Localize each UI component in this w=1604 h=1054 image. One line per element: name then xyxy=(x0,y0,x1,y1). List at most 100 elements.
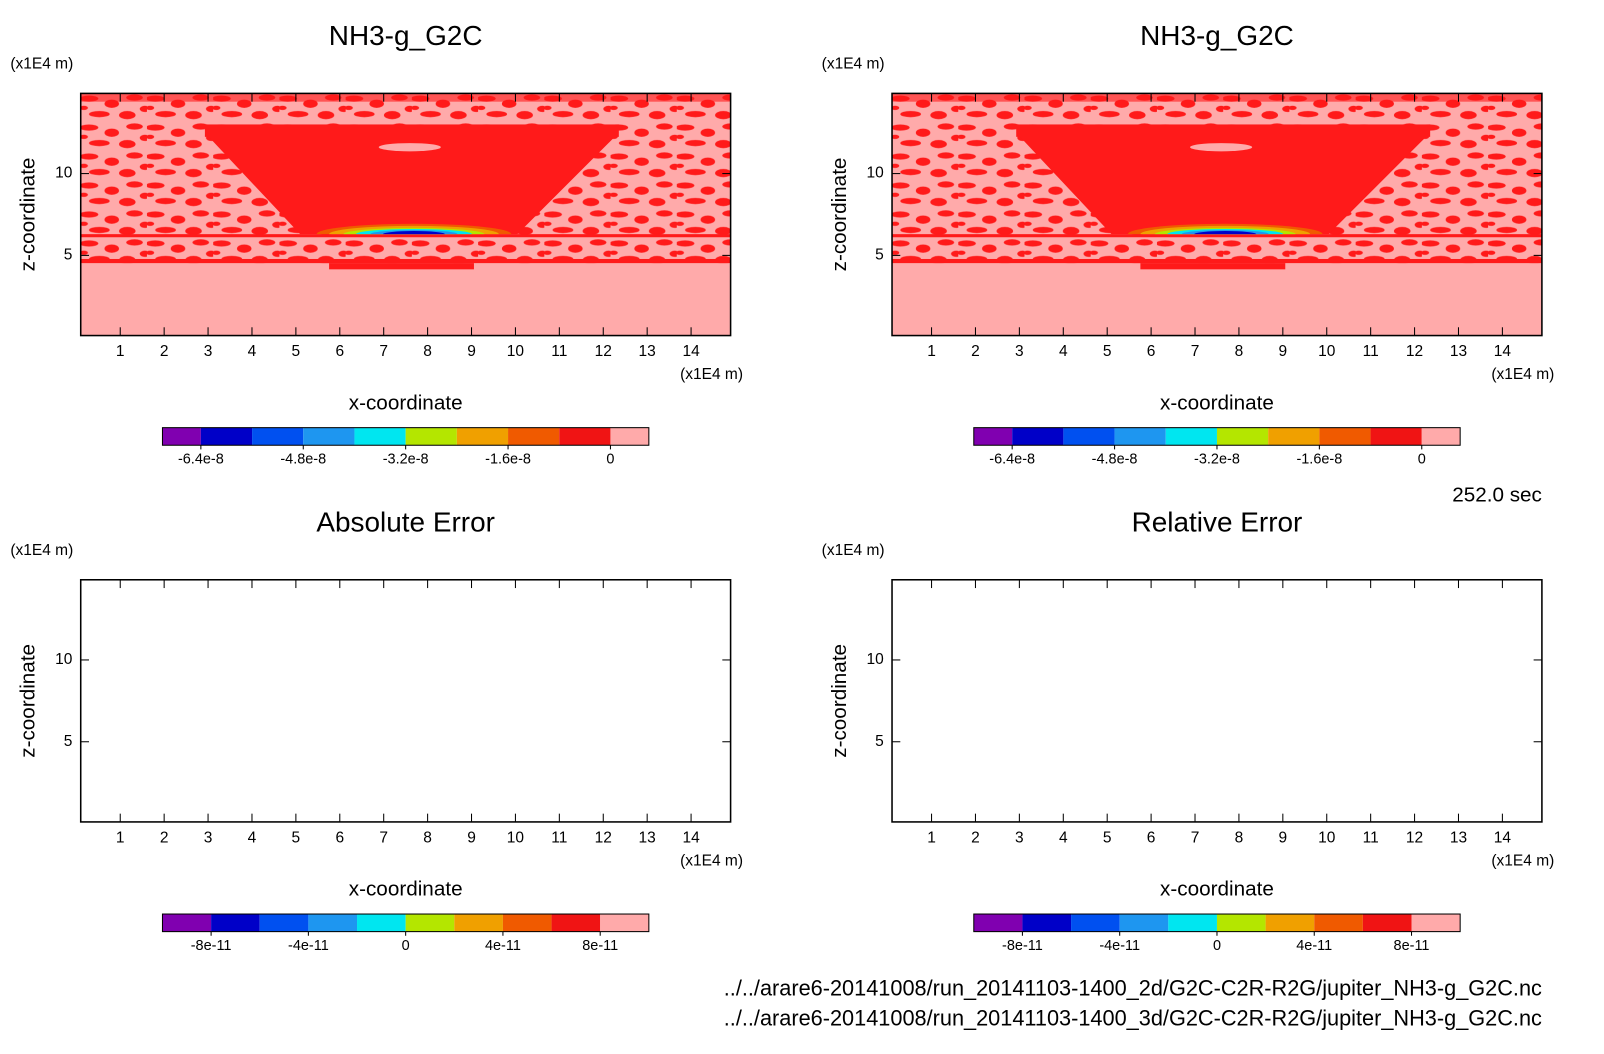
time-label: 252.0 sec xyxy=(1452,483,1542,506)
x-tick-label: 7 xyxy=(1191,830,1200,847)
colorbar-segment xyxy=(259,914,309,932)
colorbar-segment xyxy=(454,914,503,932)
chart-title: NH3-g_G2C xyxy=(1140,20,1294,51)
x-tick-label: 3 xyxy=(1015,830,1024,847)
x-tick-label: 10 xyxy=(1318,343,1336,360)
x-tick-label: 5 xyxy=(1103,830,1112,847)
x-tick-label: 1 xyxy=(116,343,125,360)
x-tick-label: 14 xyxy=(1494,830,1512,847)
x-tick-label: 1 xyxy=(927,830,936,847)
y-tick-label: 10 xyxy=(55,165,73,182)
x-tick-label: 12 xyxy=(1406,830,1423,847)
x-tick-label: 14 xyxy=(682,343,700,360)
y-tick-label: 5 xyxy=(875,246,884,263)
colorbar-segment xyxy=(1370,427,1422,446)
x-tick-label: 4 xyxy=(1059,343,1068,360)
x-tick-label: 7 xyxy=(379,343,388,360)
colorbar-tick-label: -6.4e-8 xyxy=(178,452,224,468)
x-unit-label: (x1E4 m) xyxy=(1491,366,1554,383)
colorbar-segment xyxy=(1362,914,1412,932)
plot-frame xyxy=(79,92,732,337)
colorbar-segment xyxy=(162,914,212,932)
colorbar-segment xyxy=(456,427,509,446)
x-tick-label: 13 xyxy=(1450,343,1467,360)
colorbar-tick-label: -4e-11 xyxy=(288,938,329,954)
colorbar-segment xyxy=(610,427,649,446)
x-tick-label: 5 xyxy=(292,343,301,360)
x-tick-label: 7 xyxy=(1191,343,1200,360)
x-unit-label: (x1E4 m) xyxy=(680,852,743,869)
x-tick-label: 2 xyxy=(971,343,980,360)
x-tick-label: 8 xyxy=(1235,830,1244,847)
x-tick-label: 6 xyxy=(335,830,344,847)
colorbar-tick-label: 4e-11 xyxy=(485,938,521,954)
colorbar-tick-label: 4e-11 xyxy=(1296,938,1332,954)
x-tick-label: 6 xyxy=(1147,343,1156,360)
y-axis-label: z-coordinate xyxy=(16,158,39,272)
x-tick-label: 9 xyxy=(1279,343,1288,360)
x-tick-label: 3 xyxy=(204,343,213,360)
colorbar-tick-label: -4.8e-8 xyxy=(280,452,326,468)
x-tick-label: 8 xyxy=(1235,343,1244,360)
y-tick-label: 5 xyxy=(64,246,73,263)
colorbar-tick-label: -8e-11 xyxy=(191,938,232,954)
file-path: ../../arare6-20141008/run_20141103-1400_… xyxy=(724,1005,1542,1030)
colorbar-segment xyxy=(1012,427,1064,446)
x-tick-label: 4 xyxy=(248,343,257,360)
y-axis-label: z-coordinate xyxy=(828,644,851,758)
x-tick-label: 3 xyxy=(204,830,213,847)
colorbar-tick-label: -1.6e-8 xyxy=(1296,452,1342,468)
x-tick-label: 13 xyxy=(1450,830,1467,847)
x-tick-label: 3 xyxy=(1015,343,1024,360)
colorbar-segment xyxy=(1319,427,1371,446)
colorbar-tick-label: -4.8e-8 xyxy=(1092,452,1138,468)
x-tick-label: 4 xyxy=(248,830,257,847)
colorbar-segment xyxy=(354,427,406,446)
colorbar-segment xyxy=(357,914,406,932)
x-axis-label: x-coordinate xyxy=(1160,391,1274,414)
colorbar-segment xyxy=(973,914,1023,932)
x-tick-label: 2 xyxy=(160,830,169,847)
colorbar-segment xyxy=(508,427,560,446)
chart-title: NH3-g_G2C xyxy=(329,20,483,51)
x-tick-label: 6 xyxy=(335,343,344,360)
x-tick-label: 11 xyxy=(551,343,567,360)
y-axis-label: z-coordinate xyxy=(828,158,851,272)
file-path: ../../arare6-20141008/run_20141103-1400_… xyxy=(724,975,1542,1000)
chart-title: Relative Error xyxy=(1132,506,1303,537)
y-tick-label: 5 xyxy=(875,733,884,750)
colorbar-segment xyxy=(200,427,253,446)
colorbar-segment xyxy=(405,427,457,446)
plot-frame xyxy=(79,579,732,823)
x-tick-label: 8 xyxy=(423,830,432,847)
colorbar-tick-label: 8e-11 xyxy=(1394,938,1430,954)
x-tick-label: 8 xyxy=(423,343,432,360)
colorbar-segment xyxy=(502,914,552,932)
colorbar-segment xyxy=(1022,914,1072,932)
y-axis-label: z-coordinate xyxy=(16,644,39,758)
colorbar-tick-label: -1.6e-8 xyxy=(485,452,531,468)
plot-frame xyxy=(891,579,1543,823)
colorbar-segment xyxy=(211,914,260,932)
colorbar-tick-label: 0 xyxy=(402,938,410,954)
x-tick-label: 9 xyxy=(1279,830,1288,847)
plot-frame xyxy=(891,92,1543,337)
chart-title: Absolute Error xyxy=(316,506,495,537)
colorbar-tick-label: 0 xyxy=(606,452,614,468)
y-unit-label: (x1E4 m) xyxy=(10,542,73,559)
x-tick-label: 1 xyxy=(927,343,936,360)
x-tick-label: 9 xyxy=(467,343,476,360)
x-tick-label: 11 xyxy=(1363,830,1379,847)
x-tick-label: 12 xyxy=(1406,343,1423,360)
colorbar-segment xyxy=(1119,914,1169,932)
colorbar-segment xyxy=(1168,914,1217,932)
colorbar-segment xyxy=(1268,427,1320,446)
x-tick-label: 12 xyxy=(595,830,612,847)
field xyxy=(892,93,1542,336)
y-tick-label: 5 xyxy=(64,733,73,750)
x-tick-label: 14 xyxy=(682,830,700,847)
x-tick-label: 12 xyxy=(595,343,612,360)
colorbar-tick-label: -3.2e-8 xyxy=(383,452,429,468)
x-axis-label: x-coordinate xyxy=(1160,878,1274,901)
colorbar-tick-label: -6.4e-8 xyxy=(989,452,1035,468)
